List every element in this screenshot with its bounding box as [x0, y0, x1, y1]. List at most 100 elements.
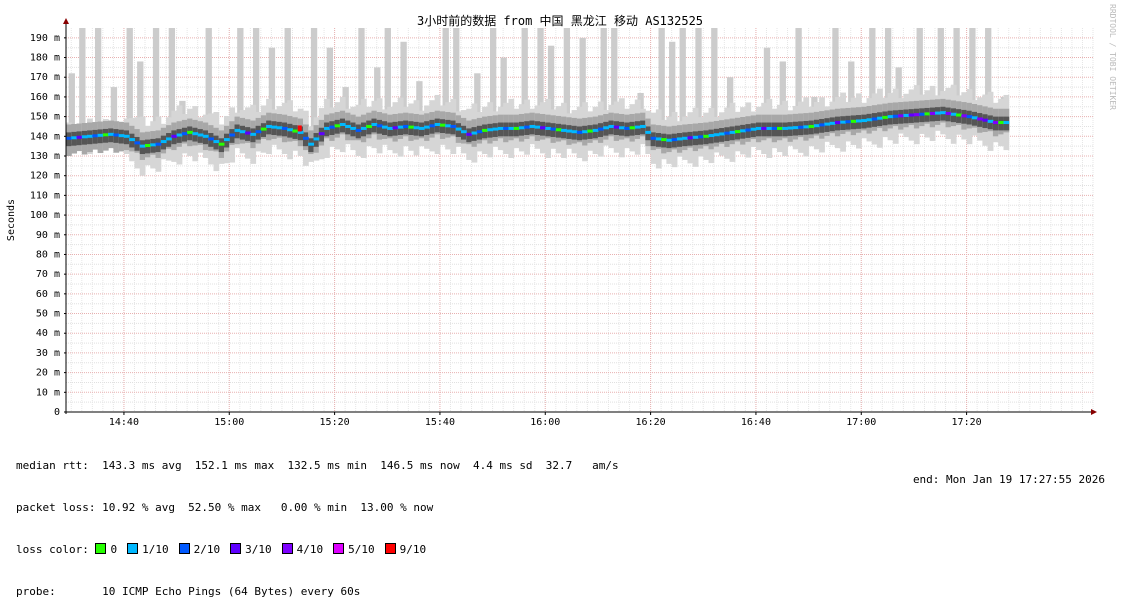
median-segment — [97, 133, 104, 137]
smoke-spike — [489, 28, 497, 118]
median-segment — [882, 115, 889, 119]
median-segment — [613, 125, 620, 129]
median-segment — [903, 113, 910, 117]
median-segment — [766, 126, 773, 130]
smoke-spike — [579, 37, 586, 120]
median-segment — [371, 122, 378, 126]
y-tick-label: 140 m — [30, 131, 60, 142]
median-segment — [792, 126, 799, 130]
median-segment — [571, 130, 578, 134]
median-segment — [503, 126, 509, 130]
x-tick-label: 16:00 — [530, 417, 560, 428]
median-segment — [318, 132, 325, 136]
median-segment — [355, 128, 362, 132]
smoke-spike — [884, 28, 892, 105]
median-segment — [324, 126, 330, 130]
loss-color-item: 3/10 — [230, 543, 272, 556]
median-segment — [376, 124, 383, 128]
smoke-spike — [985, 28, 992, 110]
median-segment — [281, 126, 288, 130]
median-segment — [866, 118, 873, 122]
loss-color-item: 2/10 — [178, 543, 221, 556]
median-segment — [461, 130, 467, 134]
median-segment — [661, 138, 667, 142]
median-segment — [308, 142, 315, 146]
y-tick-label: 40 m — [36, 328, 60, 339]
median-segment — [245, 131, 251, 135]
smoke-spike — [937, 28, 944, 101]
median-segment — [887, 115, 894, 119]
loss-color-swatch — [127, 543, 139, 554]
median-segment — [992, 121, 999, 125]
loss-color-row: loss color: 0 1/10 2/10 3/10 4/10 5/10 9/10 — [16, 543, 619, 557]
smoke-spike — [205, 28, 212, 128]
median-segment — [297, 130, 304, 134]
smoke-spike — [726, 77, 734, 121]
median-segment — [403, 124, 409, 128]
median-segment — [287, 128, 293, 132]
median-segment — [476, 130, 483, 134]
median-segment — [66, 136, 72, 140]
probe-row: probe: 10 ICMP Echo Pings (64 Bytes) eve… — [16, 585, 361, 598]
smoke-spike — [795, 28, 802, 116]
median-segment — [213, 140, 220, 144]
median-segment — [524, 125, 530, 129]
smoke-spike — [79, 28, 86, 125]
median-segment — [813, 124, 820, 128]
loss-color-swatch — [230, 543, 242, 554]
median-segment — [166, 137, 172, 141]
smoke-spike — [168, 28, 176, 125]
smoke-spike — [537, 28, 544, 116]
y-tick-label: 70 m — [36, 269, 60, 280]
median-segment — [829, 121, 836, 125]
median-segment — [703, 134, 710, 138]
median-segment — [908, 113, 915, 117]
median-line — [66, 111, 1010, 148]
loss-color-text: 1/10 — [142, 543, 169, 556]
median-segment — [966, 115, 973, 119]
median-segment — [1003, 121, 1010, 125]
smoke-spike — [848, 61, 855, 110]
median-segment — [255, 130, 262, 134]
median-segment — [787, 126, 794, 130]
median-segment — [740, 129, 746, 133]
median-segment — [192, 132, 199, 136]
smoke-spike — [179, 100, 186, 122]
median-segment — [81, 135, 88, 139]
y-axis-arrow — [63, 18, 69, 24]
median-segment — [956, 113, 962, 117]
median-rtt-row: median rtt: 143.3 ms avg 152.1 ms max 13… — [16, 459, 619, 472]
median-segment — [250, 132, 257, 136]
median-segment — [392, 126, 399, 130]
median-segment — [313, 137, 320, 141]
loss-color-item: 5/10 — [333, 543, 375, 556]
smoke-spike — [68, 73, 75, 126]
loss-color-swatch — [384, 543, 396, 554]
median-segment — [466, 132, 473, 136]
median-segment — [987, 119, 994, 123]
loss-color-text: 4/10 — [296, 543, 324, 556]
x-tick-label: 15:20 — [320, 417, 350, 428]
median-segment — [160, 140, 167, 144]
median-segment — [819, 123, 825, 127]
median-segment — [798, 125, 804, 129]
x-tick-labels: 14:40 15:00 15:20 15:40 16:00 16:20 16:40 17:00… — [109, 412, 982, 428]
median-segment — [892, 114, 899, 118]
median-segment — [276, 126, 283, 130]
smoke-spike — [563, 28, 571, 120]
median-segment — [729, 130, 736, 134]
loss-color-text: 9/10 — [399, 543, 427, 556]
median-segment — [919, 112, 925, 116]
x-tick-label: 15:00 — [214, 417, 244, 428]
loss-color-text: 2/10 — [193, 543, 221, 556]
median-segment — [698, 135, 704, 139]
median-segment — [619, 126, 625, 130]
median-segment — [87, 134, 93, 138]
median-segment — [592, 128, 599, 132]
y-tick-label: 90 m — [36, 230, 60, 241]
x-tick-label: 17:00 — [846, 417, 876, 428]
median-segment — [329, 125, 336, 129]
median-segment — [561, 128, 567, 132]
median-segment — [913, 113, 920, 117]
median-segment — [608, 124, 615, 128]
